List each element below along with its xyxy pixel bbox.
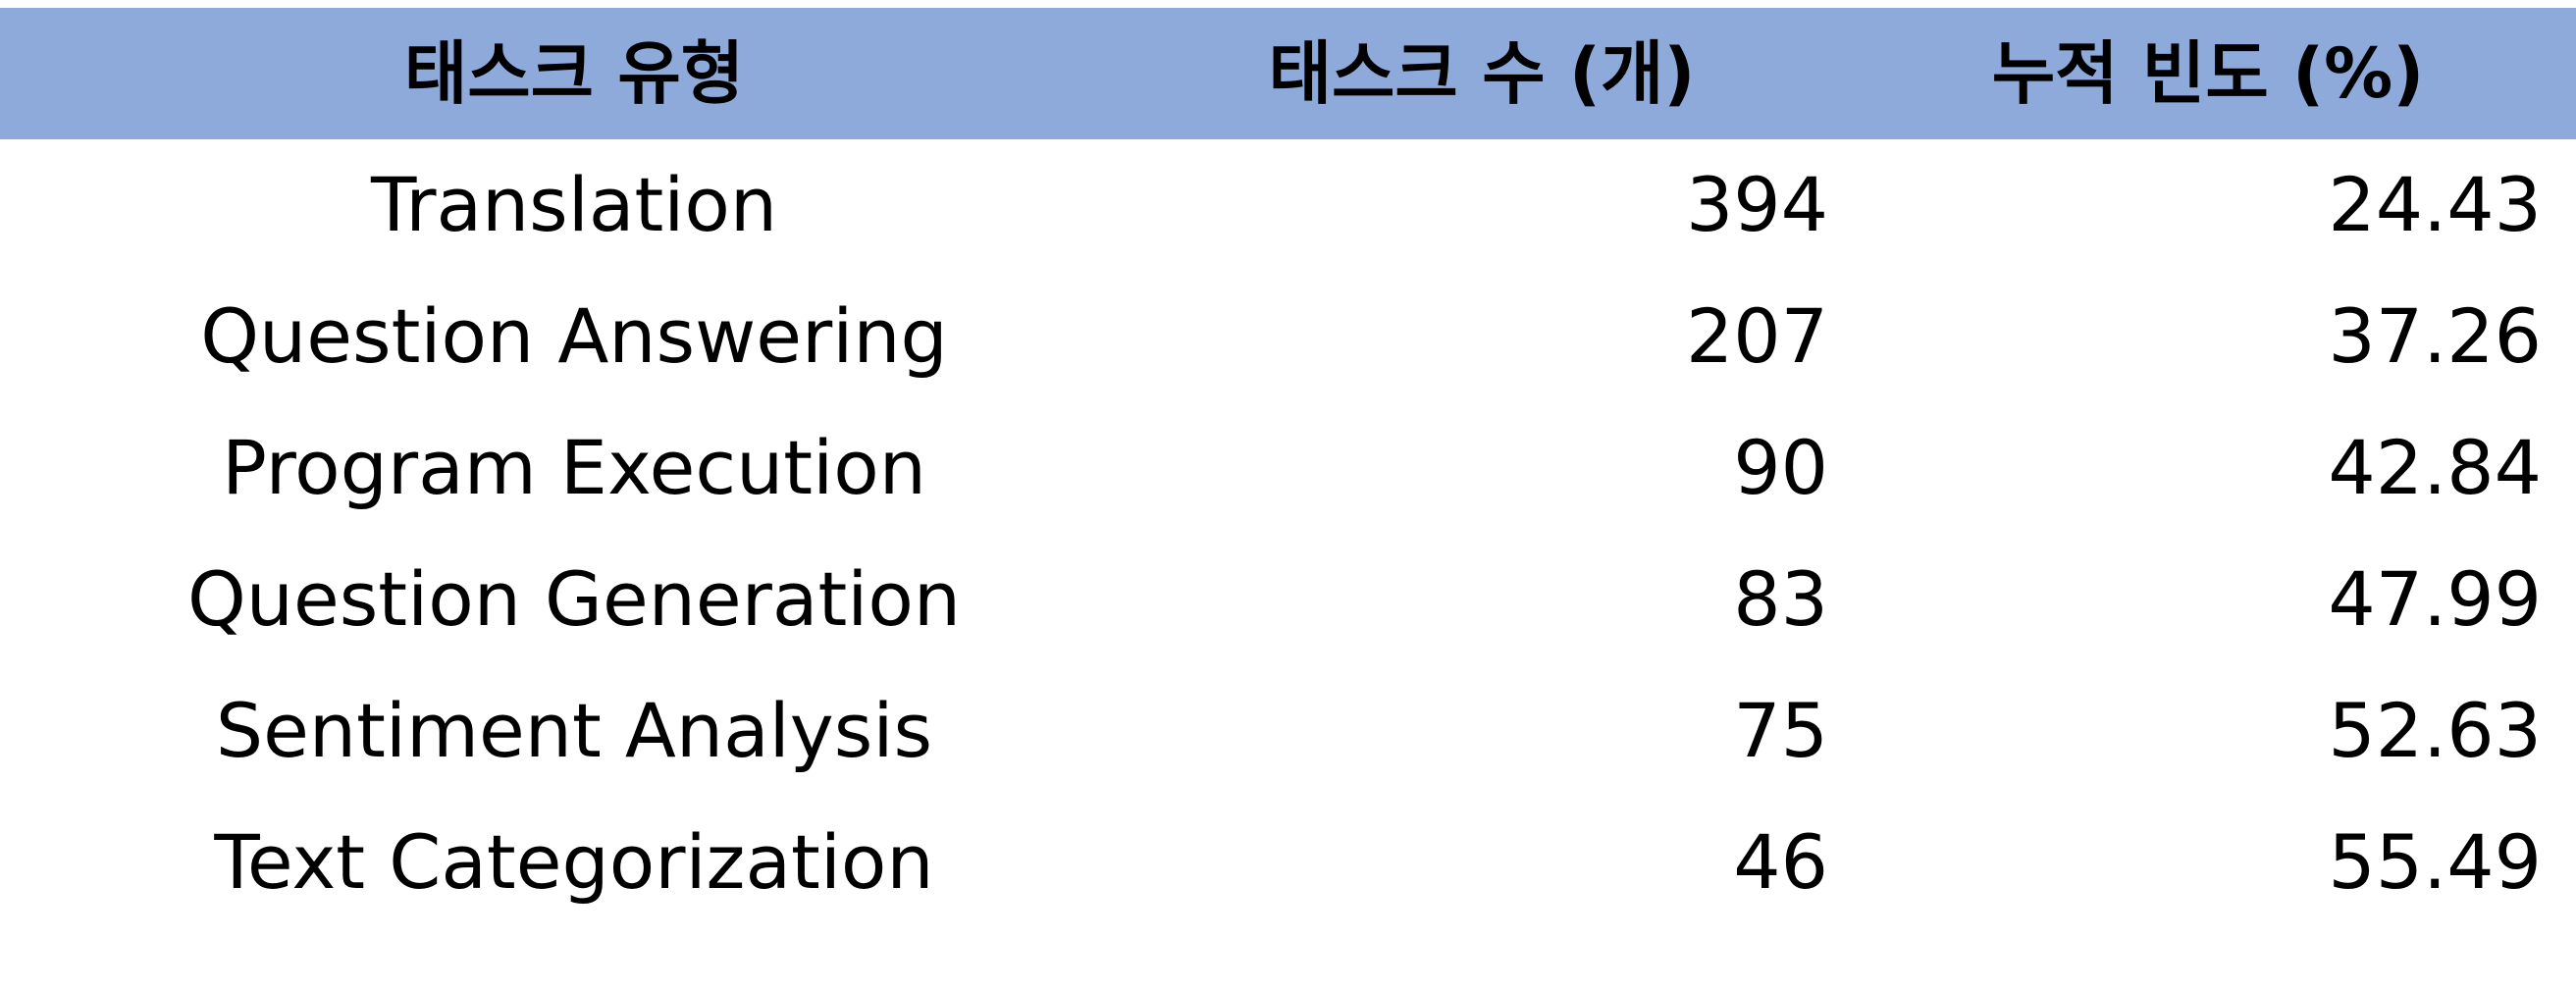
table-row: Text Categorization 46 55.49 xyxy=(0,797,2576,928)
task-type-cell: Program Execution xyxy=(222,424,926,511)
table-row: Program Execution 90 42.84 xyxy=(0,402,2576,534)
task-type-cell: Question Generation xyxy=(186,555,962,643)
header-task-type: 태스크 유형 xyxy=(403,33,745,114)
table-row: Translation 394 24.43 xyxy=(0,139,2576,271)
task-count-cell: 90 xyxy=(1733,424,1828,511)
task-count-cell: 207 xyxy=(1685,292,1828,380)
task-type-cell: Question Answering xyxy=(200,292,948,380)
task-type-cell: Text Categorization xyxy=(214,818,934,906)
task-count-cell: 83 xyxy=(1733,555,1828,643)
cumulative-frequency-cell: 42.84 xyxy=(2328,424,2542,511)
task-count-cell: 75 xyxy=(1733,687,1828,774)
task-count-cell: 394 xyxy=(1685,161,1828,248)
cumulative-frequency-cell: 55.49 xyxy=(2328,818,2542,906)
table-row: Sentiment Analysis 75 52.63 xyxy=(0,665,2576,797)
table-row: Question Generation 83 47.99 xyxy=(0,534,2576,665)
task-count-cell: 46 xyxy=(1733,818,1828,906)
header-cumulative-frequency: 누적 빈도 (%) xyxy=(1991,33,2425,114)
task-frequency-table: 태스크 유형 태스크 수 (개) 누적 빈도 (%) Translation 3… xyxy=(0,8,2576,928)
header-task-count: 태스크 수 (개) xyxy=(1268,33,1696,114)
cumulative-frequency-cell: 47.99 xyxy=(2328,555,2542,643)
table-row: Question Answering 207 37.26 xyxy=(0,271,2576,402)
cumulative-frequency-cell: 24.43 xyxy=(2328,161,2542,248)
cumulative-frequency-cell: 37.26 xyxy=(2328,292,2542,380)
table-header: 태스크 유형 태스크 수 (개) 누적 빈도 (%) xyxy=(0,8,2576,139)
task-type-cell: Translation xyxy=(370,161,778,248)
task-type-cell: Sentiment Analysis xyxy=(215,687,933,774)
cumulative-frequency-cell: 52.63 xyxy=(2328,687,2542,774)
